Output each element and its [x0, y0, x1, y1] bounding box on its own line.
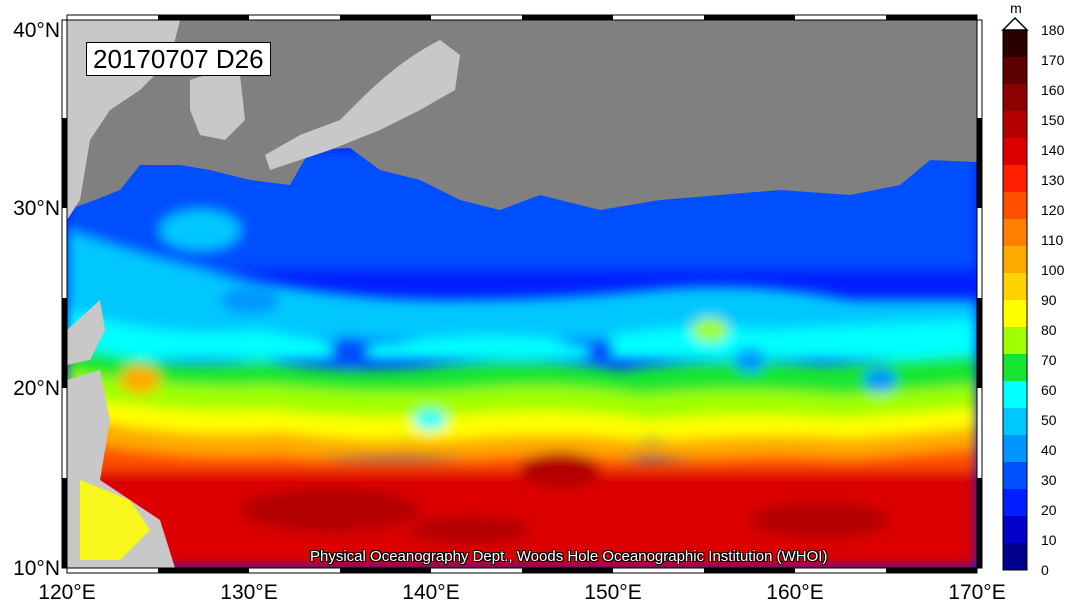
lat-label-40n: 40°N [13, 19, 60, 42]
colorbar-cell [1003, 192, 1027, 220]
land-mass-north [67, 20, 977, 210]
colorbar-cell [1003, 543, 1027, 571]
colorbar-unit: m [1010, 0, 1022, 16]
lon-label-170e: 170°E [948, 581, 1006, 604]
credit-text: Physical Oceanography Dept., Woods Hole … [310, 548, 828, 565]
colorbar-cell [1003, 462, 1027, 490]
colorbar-tick-label: 20 [1041, 502, 1057, 518]
lon-label-160e: 160°E [766, 581, 824, 604]
japan-islands [265, 40, 460, 170]
sea-surface-field [67, 20, 977, 568]
colorbar-tick-label: 170 [1041, 52, 1065, 68]
colorbar-tick-label: 80 [1041, 322, 1057, 338]
colorbar-cell [1003, 273, 1027, 301]
colorbar-overflow-arrow [1001, 16, 1029, 31]
colorbar-cell [1003, 57, 1027, 85]
colorbar-tick-label: 180 [1041, 22, 1065, 38]
colorbar-cell [1003, 408, 1027, 436]
colorbar-cell [1003, 165, 1027, 193]
colorbar-cell [1003, 489, 1027, 517]
date-label: 20170707 D26 [86, 42, 271, 76]
lon-label-140e: 140°E [402, 581, 460, 604]
colorbar-tick-label: 110 [1041, 232, 1064, 248]
colorbar-tick-label: 120 [1041, 202, 1065, 218]
lon-label-120e: 120°E [38, 581, 96, 604]
colorbar-cell [1003, 111, 1027, 139]
colorbar-cell [1003, 219, 1027, 247]
philippine-sea-shallow [80, 480, 150, 560]
colorbar-tick-label: 150 [1041, 112, 1065, 128]
colorbar-cell [1003, 246, 1027, 274]
colorbar-cell [1003, 30, 1027, 58]
colorbar [1001, 16, 1029, 571]
colorbar-tick-label: 60 [1041, 382, 1057, 398]
colorbar-cell [1003, 300, 1027, 328]
colorbar-cell [1003, 516, 1027, 544]
colorbar-tick-label: 70 [1041, 352, 1057, 368]
colorbar-cell [1003, 327, 1027, 355]
lat-label-20n: 20°N [13, 377, 60, 400]
lat-label-30n: 30°N [13, 197, 60, 220]
colorbar-tick-label: 10 [1041, 532, 1057, 548]
colorbar-cell [1003, 84, 1027, 112]
colorbar-tick-label: 90 [1041, 292, 1057, 308]
colorbar-tick-label: 40 [1041, 442, 1057, 458]
colorbar-tick-label: 160 [1041, 82, 1065, 98]
colorbar-tick-label: 30 [1041, 472, 1057, 488]
colorbar-tick-label: 140 [1041, 142, 1065, 158]
colorbar-cell [1003, 435, 1027, 463]
taiwan [67, 300, 105, 365]
lon-label-130e: 130°E [220, 581, 278, 604]
colorbar-tick-label: 0 [1041, 562, 1049, 578]
colorbar-cell [1003, 354, 1027, 382]
lat-label-10n: 10°N [13, 557, 60, 580]
colorbar-cell [1003, 138, 1027, 166]
colorbar-cell [1003, 381, 1027, 409]
lon-label-150e: 150°E [584, 581, 642, 604]
map-frame [61, 14, 983, 574]
colorbar-tick-label: 100 [1041, 262, 1065, 278]
korea-peninsula [190, 73, 245, 140]
colorbar-tick-label: 50 [1041, 412, 1057, 428]
colorbar-tick-label: 130 [1041, 172, 1065, 188]
